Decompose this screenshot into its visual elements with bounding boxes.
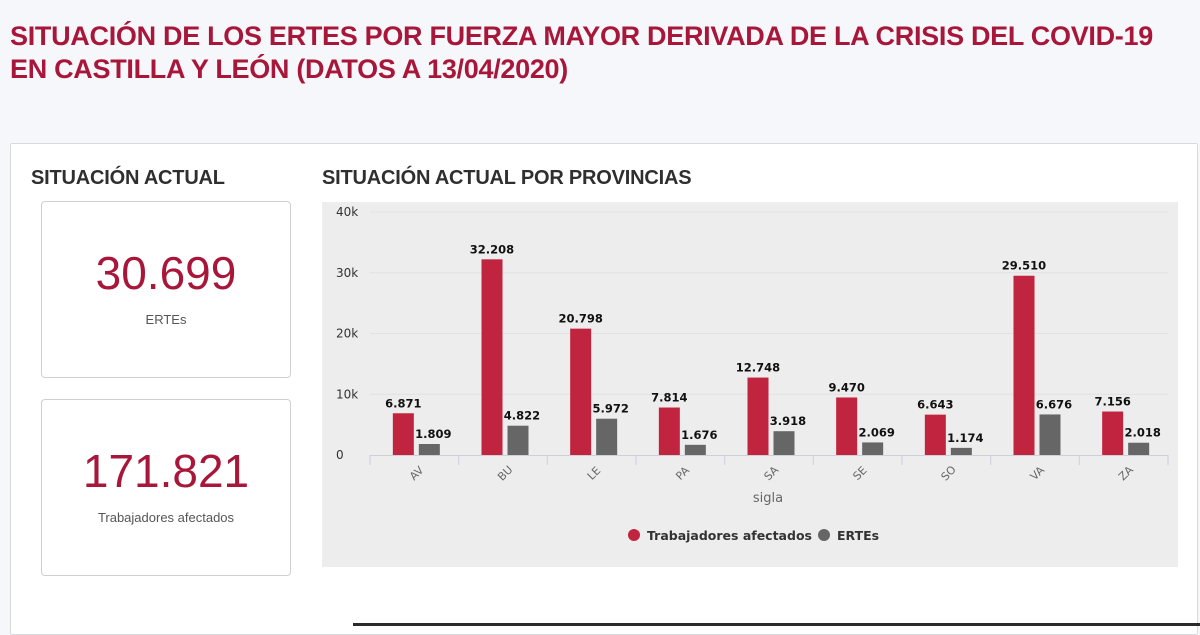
data-label: 7.814	[651, 391, 687, 405]
chart-section-title: SITUACIÓN ACTUAL POR PROVINCIAS	[322, 167, 692, 189]
x-tick-label: ZA	[1116, 463, 1136, 483]
page-title: SITUACIÓN DE LOS ERTES POR FUERZA MAYOR …	[10, 20, 1195, 86]
data-label: 1.174	[947, 431, 983, 445]
data-label: 1.809	[415, 427, 451, 441]
bar-ertes-so[interactable]	[950, 447, 972, 455]
x-tick-label: LE	[585, 464, 603, 482]
kpi-card-ertes: 30.699 ERTEs	[41, 201, 291, 378]
legend-item-workers[interactable]: Trabajadores afectados	[628, 528, 812, 543]
x-tick-label: AV	[407, 463, 427, 483]
x-tick-label: SA	[762, 463, 782, 483]
gridlines	[370, 211, 1168, 395]
bar-workers-le[interactable]	[570, 328, 592, 455]
data-label: 6.643	[917, 398, 953, 412]
bar-workers-sa[interactable]	[747, 377, 769, 455]
bar-workers-bu[interactable]	[481, 259, 503, 455]
legend-label-workers: Trabajadores afectados	[647, 528, 812, 543]
y-tick-label: 30k	[336, 266, 358, 280]
data-label: 32.208	[470, 242, 514, 256]
y-tick-label: 40k	[336, 205, 358, 219]
x-axis: AV BU LE PA SA SE SO VA ZA	[369, 455, 1169, 483]
page-title-line-2: EN CASTILLA Y LEÓN (DATOS A 13/04/2020)	[10, 54, 568, 84]
kpi-label-ertes: ERTEs	[145, 312, 187, 327]
legend-marker-ertes	[818, 529, 830, 541]
data-label: 1.676	[681, 428, 717, 442]
x-tick-label: PA	[673, 464, 692, 483]
data-label: 3.918	[770, 414, 806, 428]
bar-workers-pa[interactable]	[658, 407, 680, 455]
legend-marker-workers	[628, 529, 640, 541]
data-labels: 6.871 1.809 32.208 4.822 20.798 5.972 7.814 1.6…	[385, 242, 1161, 445]
x-tick-label: SE	[850, 464, 869, 483]
data-label: 12.748	[736, 361, 780, 375]
data-label: 7.156	[1094, 395, 1130, 409]
data-label: 9.470	[828, 380, 864, 394]
data-label: 20.798	[558, 312, 602, 326]
kpi-card-workers: 171.821 Trabajadores afectados	[41, 399, 291, 576]
bar-ertes-bu[interactable]	[507, 425, 529, 455]
bar-ertes-va[interactable]	[1039, 414, 1061, 455]
legend: Trabajadores afectados ERTEs	[628, 528, 879, 543]
chart-area: 0 10k 20k 30k 40k 6.871 1.809 32.208 4.822 20.79…	[322, 202, 1178, 567]
data-label: 5.972	[592, 402, 628, 416]
y-tick-label: 20k	[336, 327, 358, 341]
bar-workers-av[interactable]	[392, 413, 414, 455]
y-tick-label: 0	[336, 448, 344, 462]
kpi-label-workers: Trabajadores afectados	[97, 510, 235, 525]
bar-workers-va[interactable]	[1013, 275, 1035, 455]
legend-item-ertes[interactable]: ERTEs	[818, 528, 879, 543]
bar-ertes-av[interactable]	[418, 444, 440, 455]
bar-chart: 0 10k 20k 30k 40k 6.871 1.809 32.208 4.822 20.79…	[336, 205, 1169, 543]
x-tick-label: VA	[1028, 463, 1048, 483]
kpi-value-workers: 171.821	[82, 445, 250, 497]
bar-workers-so[interactable]	[924, 414, 946, 455]
page-title-line-1: SITUACIÓN DE LOS ERTES POR FUERZA MAYOR …	[10, 21, 1153, 51]
y-tick-label: 10k	[336, 387, 358, 401]
bar-workers-za[interactable]	[1102, 411, 1124, 455]
x-axis-title: sigla	[753, 491, 783, 506]
bottom-scrollbar[interactable]	[353, 623, 1200, 626]
bar-ertes-sa[interactable]	[773, 431, 795, 455]
data-label: 4.822	[504, 409, 540, 423]
bar-ertes-pa[interactable]	[684, 444, 706, 455]
bar-ertes-za[interactable]	[1128, 442, 1150, 455]
bar-ertes-le[interactable]	[596, 418, 618, 455]
data-label: 2.069	[858, 425, 894, 439]
summary-title: SITUACIÓN ACTUAL	[31, 167, 225, 189]
y-axis-ticks: 0 10k 20k 30k 40k	[336, 205, 358, 462]
data-label: 6.676	[1036, 397, 1072, 411]
bars	[392, 259, 1150, 455]
kpi-value-ertes: 30.699	[95, 247, 237, 299]
bar-ertes-se[interactable]	[862, 442, 884, 455]
legend-label-ertes: ERTEs	[837, 528, 879, 543]
x-tick-label: SO	[939, 463, 959, 483]
data-label: 6.871	[385, 396, 421, 410]
data-label: 29.510	[1002, 259, 1046, 273]
data-label: 2.018	[1124, 426, 1160, 440]
bar-workers-se[interactable]	[836, 397, 858, 455]
x-tick-label: BU	[495, 463, 515, 483]
